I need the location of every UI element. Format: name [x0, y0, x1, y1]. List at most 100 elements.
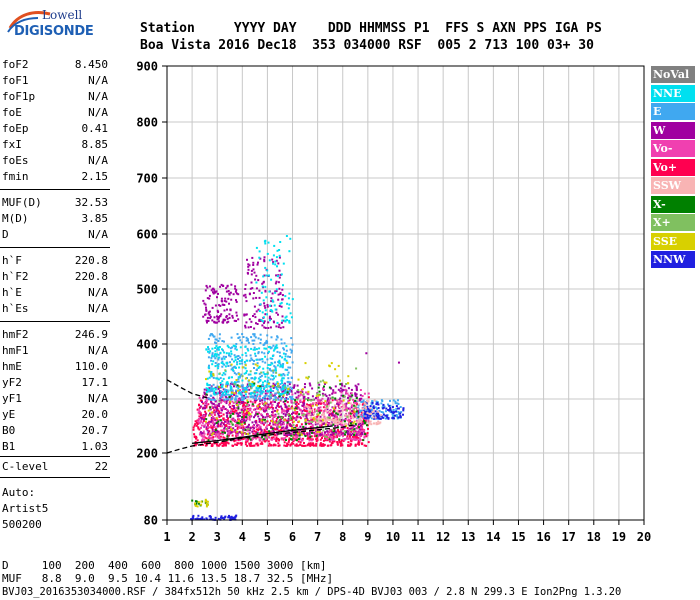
echo-point: [229, 414, 232, 417]
echo-point: [212, 436, 215, 439]
echo-point: [230, 431, 233, 434]
echo-point: [208, 390, 211, 393]
echo-point: [284, 410, 287, 413]
echo-point: [328, 416, 331, 419]
echo-point: [361, 428, 364, 431]
echo-point: [229, 406, 232, 408]
echo-point: [229, 382, 232, 385]
echo-point: [344, 433, 346, 436]
echo-point: [345, 406, 348, 409]
echo-point: [221, 516, 224, 519]
echo-point: [254, 401, 257, 404]
echo-point: [209, 432, 212, 435]
echo-point: [273, 421, 276, 424]
echo-point: [244, 293, 247, 296]
echo-point: [237, 398, 240, 401]
echo-point: [272, 430, 275, 432]
echo-point: [218, 315, 221, 318]
echo-point: [338, 418, 341, 421]
echo-point: [290, 400, 293, 403]
echo-point: [396, 402, 399, 405]
echo-point: [264, 421, 267, 424]
echo-point: [291, 407, 294, 410]
echo-point: [232, 427, 235, 430]
echo-point: [242, 412, 245, 414]
echo-point: [319, 406, 322, 409]
echo-point: [358, 426, 360, 429]
echo-point: [284, 384, 287, 387]
echo-point: [397, 361, 400, 364]
echo-point: [267, 363, 270, 366]
echo-point: [335, 432, 338, 435]
echo-point: [274, 260, 277, 263]
legend-item: SSW: [651, 177, 695, 194]
echo-point: [360, 411, 363, 414]
echo-point: [197, 420, 200, 423]
echo-point: [317, 420, 320, 423]
echo-point: [358, 397, 361, 400]
echo-point: [339, 387, 342, 390]
echo-point: [313, 429, 316, 431]
echo-point: [325, 381, 328, 384]
echo-point: [298, 420, 301, 423]
echo-point: [230, 386, 233, 389]
echo-point: [211, 518, 214, 521]
echo-point: [213, 399, 216, 401]
echo-point: [349, 422, 352, 425]
echo-point: [275, 344, 278, 347]
echo-point: [286, 302, 289, 305]
echo-point: [348, 422, 351, 425]
echo-point: [265, 385, 268, 388]
echo-point: [308, 411, 311, 413]
echo-point: [284, 444, 287, 447]
echo-point: [251, 339, 254, 342]
echo-point: [226, 317, 229, 320]
echo-point: [203, 414, 206, 417]
echo-point: [274, 345, 277, 348]
echo-point: [381, 416, 384, 419]
echo-point: [203, 432, 206, 435]
echo-point: [277, 412, 280, 415]
echo-point: [321, 392, 324, 395]
echo-point: [359, 394, 362, 397]
echo-point: [371, 400, 374, 403]
echo-point: [257, 367, 260, 369]
echo-point: [393, 414, 396, 417]
echo-point: [270, 401, 272, 404]
echo-point: [251, 430, 254, 433]
echo-point: [226, 389, 229, 392]
echo-point: [279, 423, 282, 426]
echo-point: [212, 432, 215, 435]
echo-point: [341, 427, 344, 430]
echo-point: [287, 397, 289, 400]
echo-point: [209, 406, 212, 409]
echo-point: [267, 382, 270, 385]
echo-point: [376, 413, 379, 416]
echo-point: [272, 349, 275, 352]
echo-point: [341, 424, 344, 427]
echo-point: [251, 256, 254, 259]
echo-point: [306, 403, 308, 406]
echo-point: [328, 430, 331, 433]
echo-point: [357, 436, 360, 439]
echo-point: [318, 394, 320, 397]
echo-point: [357, 415, 360, 418]
echo-point: [265, 427, 268, 430]
echo-point: [350, 426, 353, 429]
echo-point: [278, 351, 281, 354]
echo-point: [320, 424, 323, 427]
echo-point: [218, 410, 221, 413]
echo-point: [321, 444, 324, 447]
echo-point: [217, 412, 219, 415]
echo-point: [214, 290, 216, 293]
echo-point: [235, 292, 238, 295]
echo-point: [266, 392, 269, 395]
echo-point: [208, 398, 211, 401]
echo-point: [299, 432, 302, 435]
echo-point: [197, 514, 200, 517]
echo-point: [382, 403, 385, 406]
echo-point: [272, 344, 275, 347]
echo-point: [290, 417, 293, 420]
echo-point: [276, 402, 279, 405]
echo-point: [323, 381, 326, 384]
